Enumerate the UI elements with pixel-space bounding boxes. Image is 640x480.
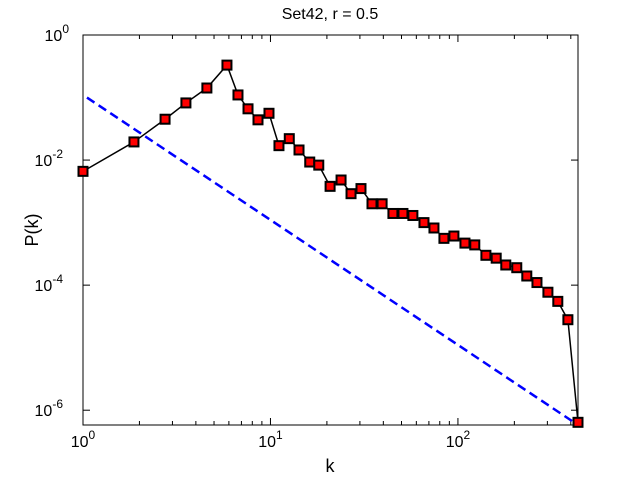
data-point bbox=[448, 230, 460, 242]
data-point bbox=[366, 198, 378, 210]
data-point bbox=[345, 188, 357, 200]
data-point bbox=[418, 217, 430, 229]
data-line bbox=[82, 63, 579, 423]
data-point bbox=[438, 232, 450, 244]
data-point bbox=[304, 156, 316, 168]
data-point bbox=[180, 97, 192, 109]
data-point bbox=[242, 103, 254, 115]
y-tick-label: 10-4 bbox=[35, 272, 64, 295]
data-point bbox=[355, 183, 367, 195]
chart-title: Set42, r = 0.5 bbox=[282, 6, 379, 23]
data-point bbox=[531, 277, 543, 289]
y-axis-label: P(k) bbox=[22, 214, 42, 247]
data-point bbox=[273, 140, 285, 152]
data-point bbox=[252, 114, 264, 126]
data-point bbox=[552, 295, 564, 307]
data-point bbox=[387, 207, 399, 219]
data-point bbox=[232, 89, 244, 101]
x-tick-label: 102 bbox=[446, 428, 471, 451]
data-point bbox=[128, 136, 140, 148]
y-tick-label: 10-2 bbox=[35, 147, 64, 170]
data-point bbox=[313, 159, 325, 171]
data-point bbox=[428, 222, 440, 234]
data-point bbox=[459, 237, 471, 249]
data-point bbox=[407, 209, 419, 221]
plot-marks bbox=[77, 59, 584, 428]
fit-line bbox=[86, 96, 579, 427]
data-point bbox=[397, 207, 409, 219]
data-point bbox=[77, 165, 89, 177]
data-point bbox=[562, 314, 574, 326]
y-tick-label: 100 bbox=[45, 22, 70, 45]
x-axis-label: k bbox=[326, 456, 336, 476]
data-point bbox=[283, 133, 295, 145]
data-point bbox=[469, 239, 481, 251]
data-point bbox=[542, 286, 554, 298]
data-point bbox=[201, 82, 213, 94]
x-tick-label: 100 bbox=[71, 428, 96, 451]
y-tick-label: 10-6 bbox=[35, 397, 64, 420]
data-point bbox=[480, 249, 492, 261]
data-point bbox=[572, 416, 584, 428]
data-point bbox=[335, 174, 347, 186]
axes: 100 101 102 100 10-2 10-4 10-6 bbox=[35, 22, 579, 451]
data-point bbox=[293, 144, 305, 156]
plot-frame bbox=[82, 34, 579, 426]
data-point bbox=[500, 259, 512, 271]
data-point bbox=[324, 180, 336, 192]
x-tick-label: 101 bbox=[258, 428, 283, 451]
data-point bbox=[221, 59, 233, 71]
data-point bbox=[511, 262, 523, 274]
data-point bbox=[159, 113, 171, 125]
data-point bbox=[521, 270, 533, 282]
data-point bbox=[263, 107, 275, 119]
data-point bbox=[490, 252, 502, 264]
data-point bbox=[376, 198, 388, 210]
